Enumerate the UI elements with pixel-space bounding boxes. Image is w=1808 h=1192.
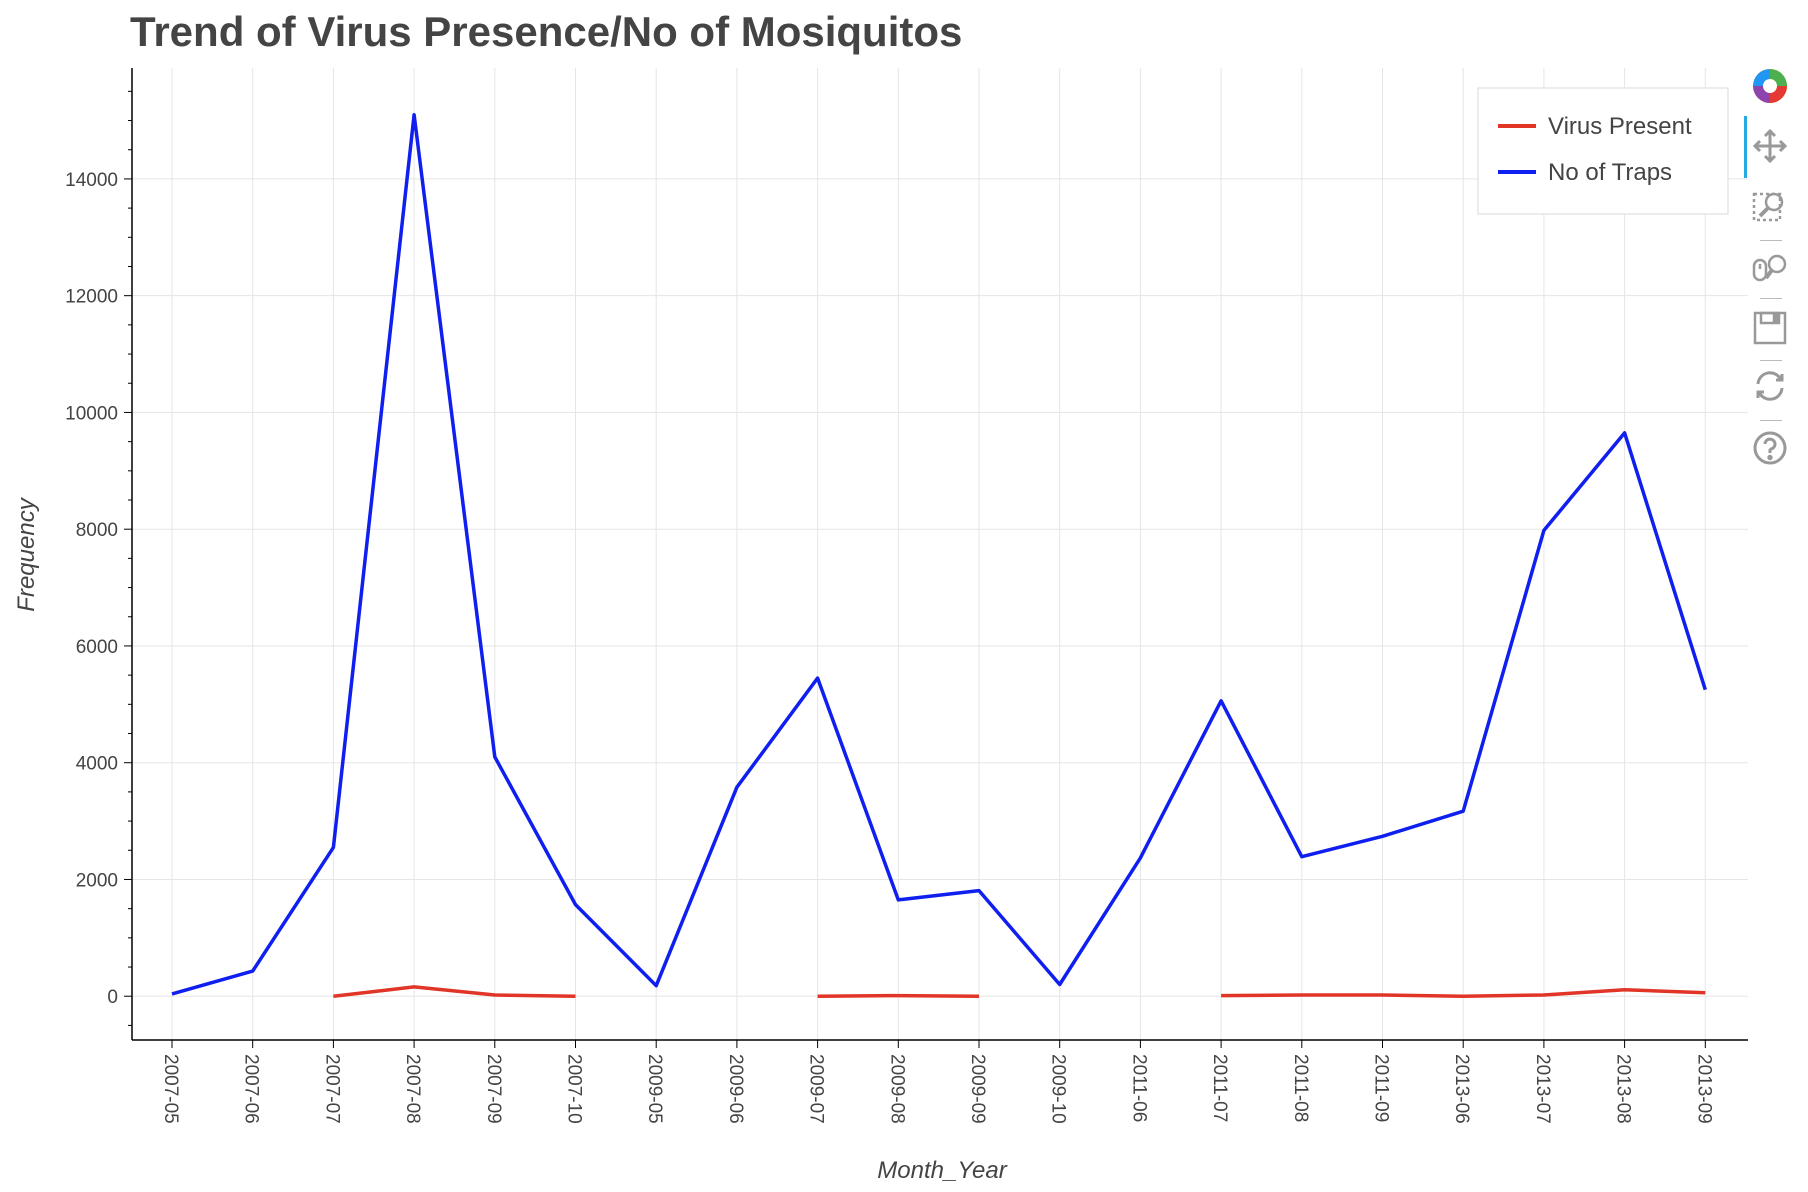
toolbar xyxy=(1744,60,1808,480)
x-tick-label: 2007-06 xyxy=(241,1054,262,1124)
x-tick-label: 2009-09 xyxy=(967,1054,988,1124)
x-tick-label: 2007-09 xyxy=(483,1054,504,1124)
legend-box xyxy=(1477,87,1729,215)
help-icon[interactable] xyxy=(1748,426,1792,470)
x-tick-label: 2009-06 xyxy=(725,1054,746,1124)
x-tick-label: 2007-08 xyxy=(402,1054,423,1124)
series-line-virus-present xyxy=(817,993,980,998)
active-tool-indicator xyxy=(1744,116,1747,178)
toolbar-divider xyxy=(1760,298,1782,299)
x-tick-label: 2009-08 xyxy=(886,1054,907,1124)
legend: Virus Present No of Traps xyxy=(1477,87,1729,215)
series-line-no-of-traps xyxy=(171,112,1707,996)
x-axis-label: Month_Year xyxy=(877,1157,1007,1184)
chart-title: Trend of Virus Presence/No of Mosiquitos xyxy=(130,8,963,55)
y-tick-label: 10000 xyxy=(65,403,118,424)
series-line-virus-present xyxy=(333,985,576,998)
y-tick-label: 2000 xyxy=(76,870,118,891)
wheel-zoom-icon[interactable] xyxy=(1748,246,1792,290)
x-tick-label: 2013-09 xyxy=(1693,1054,1714,1124)
x-tick-label: 2011-09 xyxy=(1371,1054,1392,1122)
legend-label: Virus Present xyxy=(1548,113,1692,140)
y-tick-label: 14000 xyxy=(65,170,118,191)
toolbar-divider xyxy=(1760,360,1782,361)
series-layer xyxy=(171,112,1707,998)
x-tick-label: 2011-08 xyxy=(1290,1054,1311,1122)
series-line-virus-present xyxy=(1221,988,1706,998)
x-tick-label: 2007-05 xyxy=(160,1054,181,1124)
toolbar-divider xyxy=(1760,420,1782,421)
x-tick-label: 2011-06 xyxy=(1128,1054,1149,1122)
x-tick-label: 2011-07 xyxy=(1209,1054,1230,1122)
y-tick-label: 4000 xyxy=(76,754,118,775)
x-tick-label: 2009-05 xyxy=(644,1054,665,1124)
y-tick-label: 8000 xyxy=(76,520,118,541)
x-tick-label: 2013-08 xyxy=(1613,1054,1634,1124)
y-tick-label: 12000 xyxy=(65,287,118,308)
y-tick-label: 6000 xyxy=(76,637,118,658)
x-tick-label: 2013-06 xyxy=(1451,1054,1472,1124)
x-tick-label: 2009-10 xyxy=(1048,1054,1069,1124)
grid-lines xyxy=(132,68,1748,1040)
bokeh-logo-icon[interactable] xyxy=(1748,64,1792,108)
y-tick-label: 0 xyxy=(107,987,118,1008)
pan-icon[interactable] xyxy=(1748,124,1792,168)
y-axis-label: Frequency xyxy=(13,496,40,611)
legend-label: No of Traps xyxy=(1548,159,1672,186)
x-tick-label: 2007-07 xyxy=(321,1054,342,1124)
x-tick-label: 2013-07 xyxy=(1532,1054,1553,1124)
box-zoom-icon[interactable] xyxy=(1748,184,1792,228)
save-icon[interactable] xyxy=(1748,306,1792,350)
toolbar-divider xyxy=(1760,240,1782,241)
x-tick-label: 2009-07 xyxy=(806,1054,827,1124)
x-tick-label: 2007-10 xyxy=(564,1054,585,1124)
axes: 0 2000 4000 6000 8000 10000 12000 14000 2007-05 2… xyxy=(65,68,1748,1124)
reset-icon[interactable] xyxy=(1748,364,1792,408)
